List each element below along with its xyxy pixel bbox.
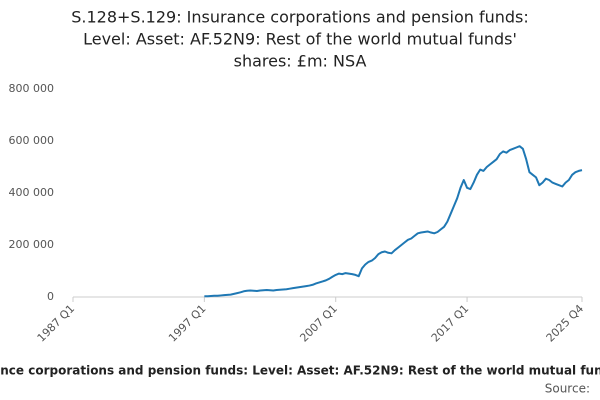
line: [204, 145, 583, 298]
x-tick-label: 1997 Q1: [166, 302, 209, 345]
y-tick-label: 0: [47, 290, 54, 303]
y-tick-label: 600 000: [9, 134, 55, 147]
x-tick-label: 2007 Q1: [297, 302, 340, 345]
x-tick-label: 2017 Q1: [429, 302, 472, 345]
x-tick-label: 1987 Q1: [35, 302, 78, 345]
y-tick-label: 400 000: [9, 186, 55, 199]
y-tick-label: 800 000: [9, 82, 55, 95]
chart-title: Level: Asset: AF.52N9: Rest of the world…: [83, 30, 517, 49]
chart-title: S.128+S.129: Insurance corporations and …: [71, 8, 529, 27]
chart-title: shares: £m: NSA: [234, 52, 367, 71]
x-tick-label: 2025 Q4: [544, 302, 587, 345]
source: Source:: [545, 382, 590, 396]
caption: S.128+S.129: Insurance corporations and …: [0, 364, 600, 378]
y-tick-label: 200 000: [9, 238, 55, 251]
